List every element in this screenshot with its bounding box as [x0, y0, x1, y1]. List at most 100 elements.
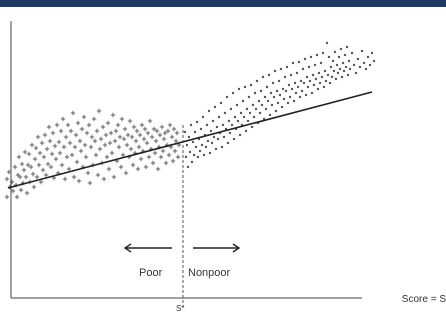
data-point-plus [54, 122, 60, 128]
data-point-plus [119, 116, 125, 122]
data-point-dot [300, 89, 304, 93]
data-point-plus [65, 122, 71, 128]
data-point-plus [141, 136, 147, 142]
data-point-dot [221, 123, 225, 127]
data-point-dot [219, 101, 223, 105]
data-point-plus [24, 190, 30, 196]
data-point-dot [200, 143, 204, 147]
data-point-dot [306, 85, 310, 89]
data-point-plus [147, 118, 153, 124]
data-point-dot [268, 113, 272, 117]
data-point-dot [243, 85, 247, 89]
data-point-dot [360, 49, 364, 53]
data-point-plus [129, 134, 135, 140]
data-point-dot [309, 55, 313, 59]
data-point-plus [138, 156, 144, 162]
data-point-plus [135, 166, 141, 172]
data-point-dot [230, 123, 234, 127]
data-point-plus [92, 138, 98, 144]
data-point-plus [18, 187, 24, 193]
data-point-plus [102, 142, 108, 148]
poor-arrow [123, 243, 172, 253]
data-point-dot [368, 63, 372, 67]
data-point-plus [136, 144, 142, 150]
data-point-plus [43, 172, 49, 178]
data-point-dot [229, 107, 233, 111]
data-point-dot [348, 67, 352, 71]
data-point-plus [107, 140, 113, 146]
data-point-plus [91, 116, 97, 122]
data-point-dot [211, 119, 215, 123]
data-point-plus [110, 112, 116, 118]
data-point-plus [139, 122, 145, 128]
data-point-plus [62, 176, 68, 182]
data-point-plus [29, 142, 35, 148]
data-point-dot [305, 75, 309, 79]
data-point-plus [171, 126, 177, 132]
data-point-plus [70, 110, 76, 116]
data-point-dot [342, 69, 346, 73]
data-point-plus [34, 174, 40, 180]
data-point-dot [332, 69, 336, 73]
data-point-plus [142, 126, 148, 132]
data-point-dot [335, 63, 339, 67]
data-point-dot [307, 65, 311, 69]
data-point-plus [93, 152, 99, 158]
data-point-dot [239, 111, 243, 115]
data-point-plus [10, 188, 16, 194]
data-point-dot [285, 65, 289, 69]
data-point-dot [372, 59, 376, 63]
data-point-plus [58, 128, 64, 134]
data-point-plus [25, 162, 31, 168]
data-point-dot [327, 55, 331, 59]
data-point-plus [96, 108, 102, 114]
data-point-plus [157, 132, 163, 138]
data-point-dot [296, 85, 300, 89]
data-point-plus [76, 178, 82, 184]
data-point-dot [338, 67, 342, 71]
data-point-dot [280, 105, 284, 109]
data-point-plus [35, 134, 41, 140]
data-point-dot [260, 103, 264, 107]
data-point-plus [152, 150, 158, 156]
data-point-dot [231, 91, 235, 95]
data-point-dot [217, 115, 221, 119]
data-point-dot [253, 91, 257, 95]
data-point-plus [69, 152, 75, 158]
data-point-dot [225, 95, 229, 99]
data-point-dot [320, 75, 324, 79]
data-point-dot [215, 125, 219, 129]
data-point-dot [236, 119, 240, 123]
data-point-plus [122, 126, 128, 132]
data-point-plus [61, 144, 67, 150]
data-point-dot [188, 150, 192, 154]
data-point-dot [289, 73, 293, 77]
data-point-dot [344, 65, 348, 69]
data-point-plus [17, 174, 23, 180]
data-point-plus [112, 138, 118, 144]
data-point-dot [192, 153, 196, 157]
data-point-plus [172, 148, 178, 154]
data-point-dot [297, 60, 301, 64]
data-point-plus [4, 176, 10, 182]
data-point-dot [325, 41, 329, 45]
data-point-plus [169, 134, 175, 140]
data-point-dot [257, 99, 261, 103]
data-point-dot [233, 115, 237, 119]
data-point-plus [170, 158, 176, 164]
data-point-dot [294, 91, 298, 95]
data-point-plus [32, 156, 38, 162]
data-point-plus [111, 174, 117, 180]
data-point-dot [222, 135, 226, 139]
data-point-plus [14, 194, 20, 200]
data-point-plus [153, 138, 159, 144]
data-point-dot [214, 147, 218, 151]
data-point-dot [186, 165, 190, 169]
data-point-plus [50, 130, 56, 136]
data-point-plus [75, 120, 81, 126]
data-point-dot [252, 115, 256, 119]
data-point-dot [251, 103, 255, 107]
data-point-plus [89, 134, 95, 140]
data-point-dot [274, 109, 278, 113]
data-point-plus [30, 171, 36, 177]
